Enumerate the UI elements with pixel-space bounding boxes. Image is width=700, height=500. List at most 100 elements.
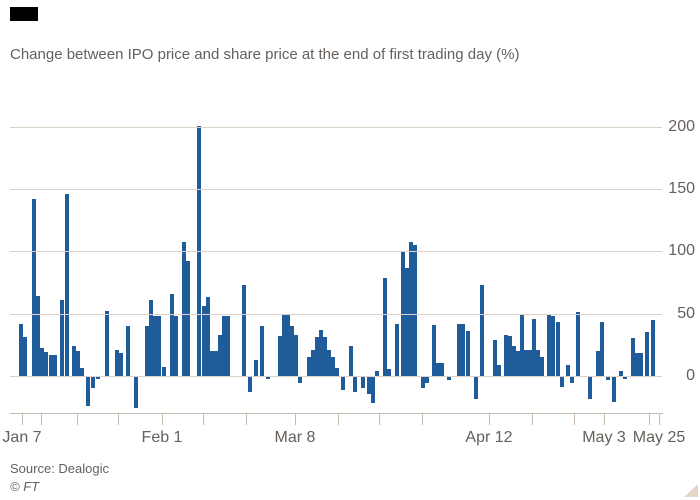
ipo-bar — [408, 241, 414, 376]
ipo-bar — [650, 319, 656, 376]
ipo-bar — [374, 370, 380, 376]
ipo-bar — [35, 296, 41, 376]
ipo-bar — [507, 335, 513, 376]
ipo-bar — [465, 330, 471, 376]
x-axis-label-feb-1: Feb 1 — [141, 428, 183, 446]
ipo-bar — [535, 349, 541, 376]
ipo-bar — [515, 350, 521, 376]
ipo-bar — [209, 350, 215, 376]
gridline-50 — [10, 313, 662, 315]
ipo-bar — [519, 313, 525, 376]
ipo-bar — [555, 322, 561, 376]
ipo-bar — [400, 251, 406, 376]
ipo-bar — [439, 363, 445, 376]
ipo-bar — [173, 316, 179, 376]
ipo-bar — [366, 376, 372, 395]
ipo-bar — [559, 376, 565, 387]
ipo-bar — [213, 350, 219, 376]
ipo-bar — [456, 323, 462, 376]
ipo-bar — [634, 353, 640, 376]
ipo-bar — [605, 376, 611, 381]
ipo-bar — [503, 334, 509, 376]
ipo-bar — [511, 345, 517, 376]
ipo-bar — [370, 376, 376, 403]
ipo-bar — [85, 376, 91, 407]
ipo-bar — [43, 352, 49, 376]
ipo-bar — [297, 376, 303, 383]
ipo-bar — [31, 199, 37, 376]
x-axis-tick — [203, 413, 204, 425]
ipo-bar — [622, 376, 628, 380]
ipo-bar — [281, 313, 287, 376]
ipo-bar — [225, 316, 231, 376]
ipo-bar — [259, 326, 265, 376]
ipo-bar — [161, 367, 167, 376]
ipo-bar — [340, 376, 346, 391]
ipo-bar — [310, 349, 316, 376]
corner-triangle-mark — [684, 484, 698, 497]
ipo-bar — [64, 194, 70, 376]
ipo-bar — [241, 285, 247, 376]
x-axis-tick — [295, 413, 296, 425]
x-axis-label-mar-8: Mar 8 — [274, 428, 316, 446]
gridline-200 — [10, 127, 662, 129]
ipo-bar — [638, 353, 644, 376]
ipo-bar — [156, 316, 162, 376]
ipo-bar — [546, 313, 552, 376]
ipo-bar — [133, 376, 139, 408]
ipo-bar — [569, 376, 575, 383]
x-axis-tick — [41, 413, 42, 425]
x-axis-tick — [77, 413, 78, 425]
ipo-bar — [71, 345, 77, 376]
ipo-bar — [334, 368, 340, 376]
ipo-bar — [265, 376, 271, 380]
ipo-bar — [435, 363, 441, 376]
ipo-bar — [118, 353, 124, 376]
ipo-bar — [360, 376, 366, 388]
y-axis-label-150: 150 — [668, 180, 695, 198]
x-axis-tick — [162, 413, 163, 425]
ipo-bar — [79, 368, 85, 376]
ipo-bar — [18, 323, 24, 376]
x-axis-tick — [379, 413, 380, 425]
ipo-bar — [318, 329, 324, 376]
x-axis-tick — [489, 413, 490, 425]
ipo-bar — [52, 354, 58, 376]
ipo-bar — [205, 297, 211, 376]
ipo-bar — [382, 277, 388, 376]
ipo-bar — [348, 345, 354, 376]
y-axis-label-100: 100 — [668, 242, 695, 260]
ipo-bar — [221, 316, 227, 376]
ipo-bar — [322, 337, 328, 376]
x-axis-tick — [659, 413, 660, 425]
gridline-0 — [10, 375, 662, 377]
x-axis-tick — [649, 413, 650, 425]
ipo-bar — [144, 326, 150, 376]
ipo-bar — [539, 357, 545, 376]
x-axis-tick — [246, 413, 247, 425]
ipo-bar — [247, 376, 253, 392]
ipo-bar — [618, 370, 624, 376]
ipo-bar — [114, 349, 120, 376]
y-axis-label-0: 0 — [686, 366, 695, 384]
ipo-bar — [394, 323, 400, 376]
ipo-bar — [48, 354, 54, 376]
gridline-100 — [10, 251, 662, 253]
y-axis-label-200: 200 — [668, 118, 695, 136]
ipo-bar — [185, 261, 191, 376]
ipo-bar — [314, 337, 320, 376]
ipo-bar — [293, 334, 299, 376]
ipo-bar — [22, 337, 28, 376]
ipo-bar — [420, 376, 426, 388]
ipo-bar — [326, 349, 332, 376]
ipo-bar — [386, 369, 392, 376]
source-label: Source: Dealogic — [10, 461, 109, 476]
x-axis-tick — [338, 413, 339, 425]
ipo-bar — [460, 323, 466, 376]
ipo-bar — [523, 349, 529, 376]
ipo-bar — [412, 245, 418, 376]
ipo-bar — [527, 349, 533, 376]
ipo-bar — [181, 241, 187, 376]
ipo-bar — [196, 126, 202, 376]
